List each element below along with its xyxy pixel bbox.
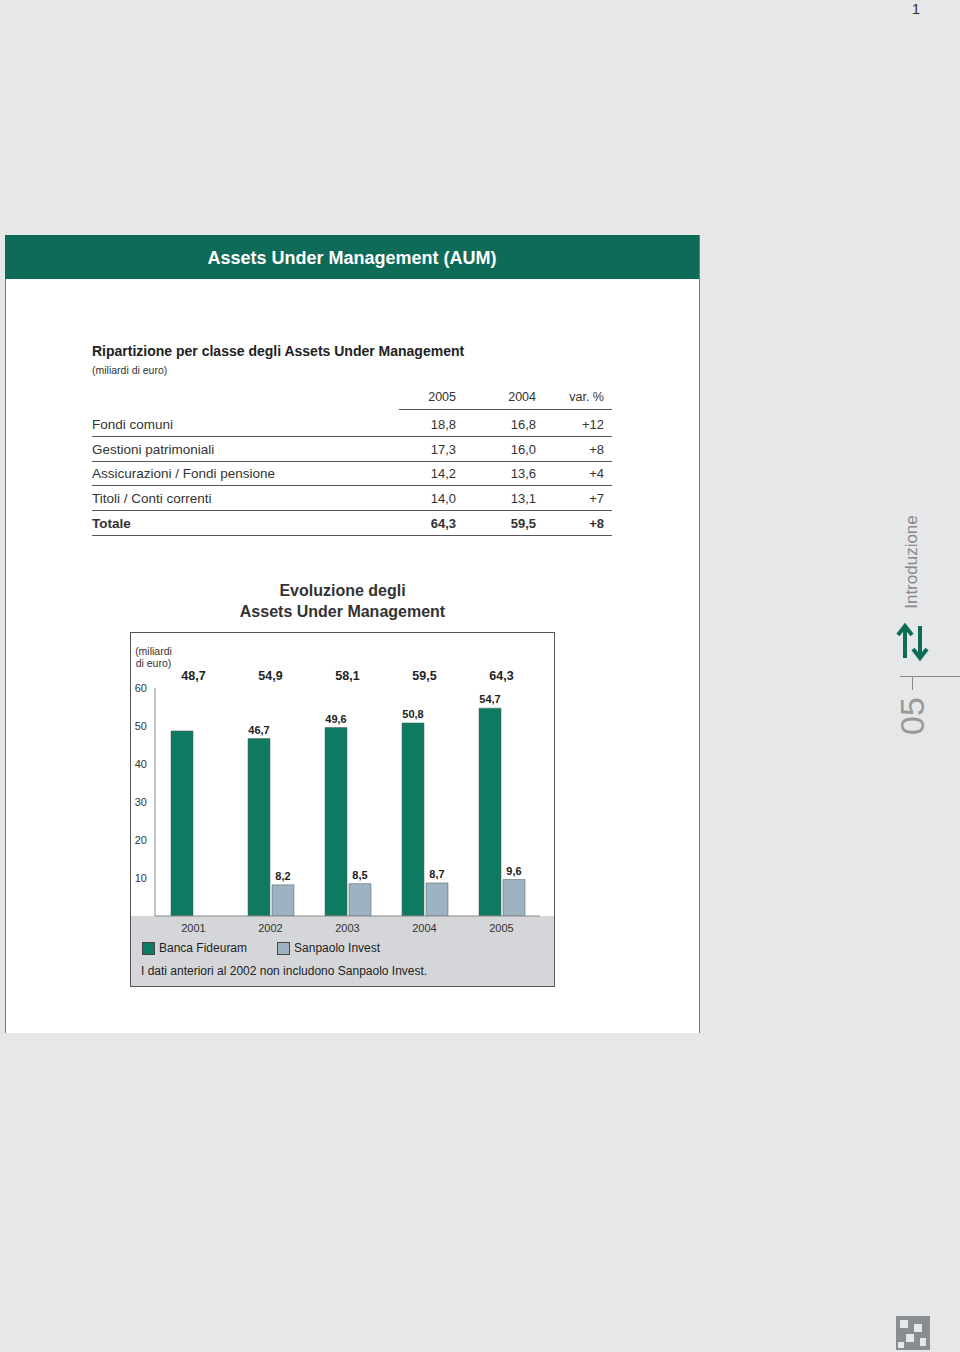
html-text:Assets Under Management: Assets Under Management bbox=[239, 603, 446, 620]
svg-text:2003: 2003 bbox=[335, 922, 359, 934]
html-text:16,8: 16,8 bbox=[510, 417, 536, 432]
html-text:14,2: 14,2 bbox=[430, 466, 456, 481]
svg-text:2001: 2001 bbox=[181, 922, 205, 934]
svg-text:48,7: 48,7 bbox=[181, 669, 205, 683]
html-text:Banca Fideuram: Banca Fideuram bbox=[159, 941, 247, 955]
html-text:I dati anteriori al 2002 non i: I dati anteriori al 2002 non includono S… bbox=[141, 964, 428, 978]
svg-text:8,7: 8,7 bbox=[429, 868, 444, 880]
svg-text:54,7: 54,7 bbox=[479, 693, 500, 705]
html-text:Assets Under Management (AUM): Assets Under Management (AUM) bbox=[207, 248, 497, 268]
html-text:+7: +7 bbox=[589, 491, 604, 506]
html-text:(miliardi di euro): (miliardi di euro) bbox=[135, 645, 172, 669]
html-text:1: 1 bbox=[911, 0, 920, 17]
svg-text:10: 10 bbox=[135, 872, 147, 884]
html-text:(miliardi di euro): (miliardi di euro) bbox=[92, 364, 168, 376]
svg-text:8,5: 8,5 bbox=[352, 869, 367, 881]
html-text:Ripartizione per classe degli: Ripartizione per classe degli Assets Und… bbox=[92, 343, 465, 359]
html-text:13,1: 13,1 bbox=[510, 491, 536, 506]
html-text:17,3: 17,3 bbox=[430, 442, 456, 457]
html-text:+8: +8 bbox=[589, 516, 604, 531]
svg-text:2004: 2004 bbox=[412, 922, 436, 934]
html-text:59,5: 59,5 bbox=[510, 516, 536, 531]
html-text:Totale: Totale bbox=[92, 516, 131, 531]
html-text:Introduzione: Introduzione bbox=[902, 515, 921, 609]
html-text:+8: +8 bbox=[589, 442, 604, 457]
svg-text:2002: 2002 bbox=[258, 922, 282, 934]
svg-text:8,2: 8,2 bbox=[275, 870, 290, 882]
html-text:Sanpaolo Invest: Sanpaolo Invest bbox=[294, 941, 381, 955]
svg-text:46,7: 46,7 bbox=[248, 724, 269, 736]
html-text:2004: 2004 bbox=[508, 390, 536, 404]
svg-text:59,5: 59,5 bbox=[412, 669, 436, 683]
svg-text:20: 20 bbox=[135, 834, 147, 846]
html-text:var. %: var. % bbox=[569, 390, 604, 404]
html-text:16,0: 16,0 bbox=[510, 442, 536, 457]
svg-text:64,3: 64,3 bbox=[489, 669, 513, 683]
html-text:Titoli / Conti correnti: Titoli / Conti correnti bbox=[92, 491, 212, 506]
svg-text:58,1: 58,1 bbox=[335, 669, 359, 683]
html-text:Fondi comuni: Fondi comuni bbox=[92, 417, 173, 432]
html-text:13,6: 13,6 bbox=[510, 466, 536, 481]
svg-text:49,6: 49,6 bbox=[325, 713, 346, 725]
html-text:+4: +4 bbox=[589, 466, 604, 481]
svg-text:30: 30 bbox=[135, 796, 147, 808]
svg-text:60: 60 bbox=[135, 682, 147, 694]
html-text:05: 05 bbox=[892, 697, 931, 735]
html-text:64,3: 64,3 bbox=[430, 516, 456, 531]
svg-text:54,9: 54,9 bbox=[258, 669, 282, 683]
html-text:Assicurazioni / Fondi pensione: Assicurazioni / Fondi pensione bbox=[92, 466, 276, 481]
svg-text:40: 40 bbox=[135, 758, 147, 770]
html-text:+12: +12 bbox=[581, 417, 604, 432]
svg-text:50: 50 bbox=[135, 720, 147, 732]
html-text:18,8: 18,8 bbox=[430, 417, 456, 432]
svg-text:9,6: 9,6 bbox=[506, 865, 521, 877]
svg-text:50,8: 50,8 bbox=[402, 708, 423, 720]
html-text:14,0: 14,0 bbox=[430, 491, 456, 506]
html-text:Evoluzione degli: Evoluzione degli bbox=[279, 582, 406, 599]
html-text:2005: 2005 bbox=[428, 390, 456, 404]
svg-text:2005: 2005 bbox=[489, 922, 513, 934]
html-text:Gestioni patrimoniali: Gestioni patrimoniali bbox=[92, 442, 215, 457]
